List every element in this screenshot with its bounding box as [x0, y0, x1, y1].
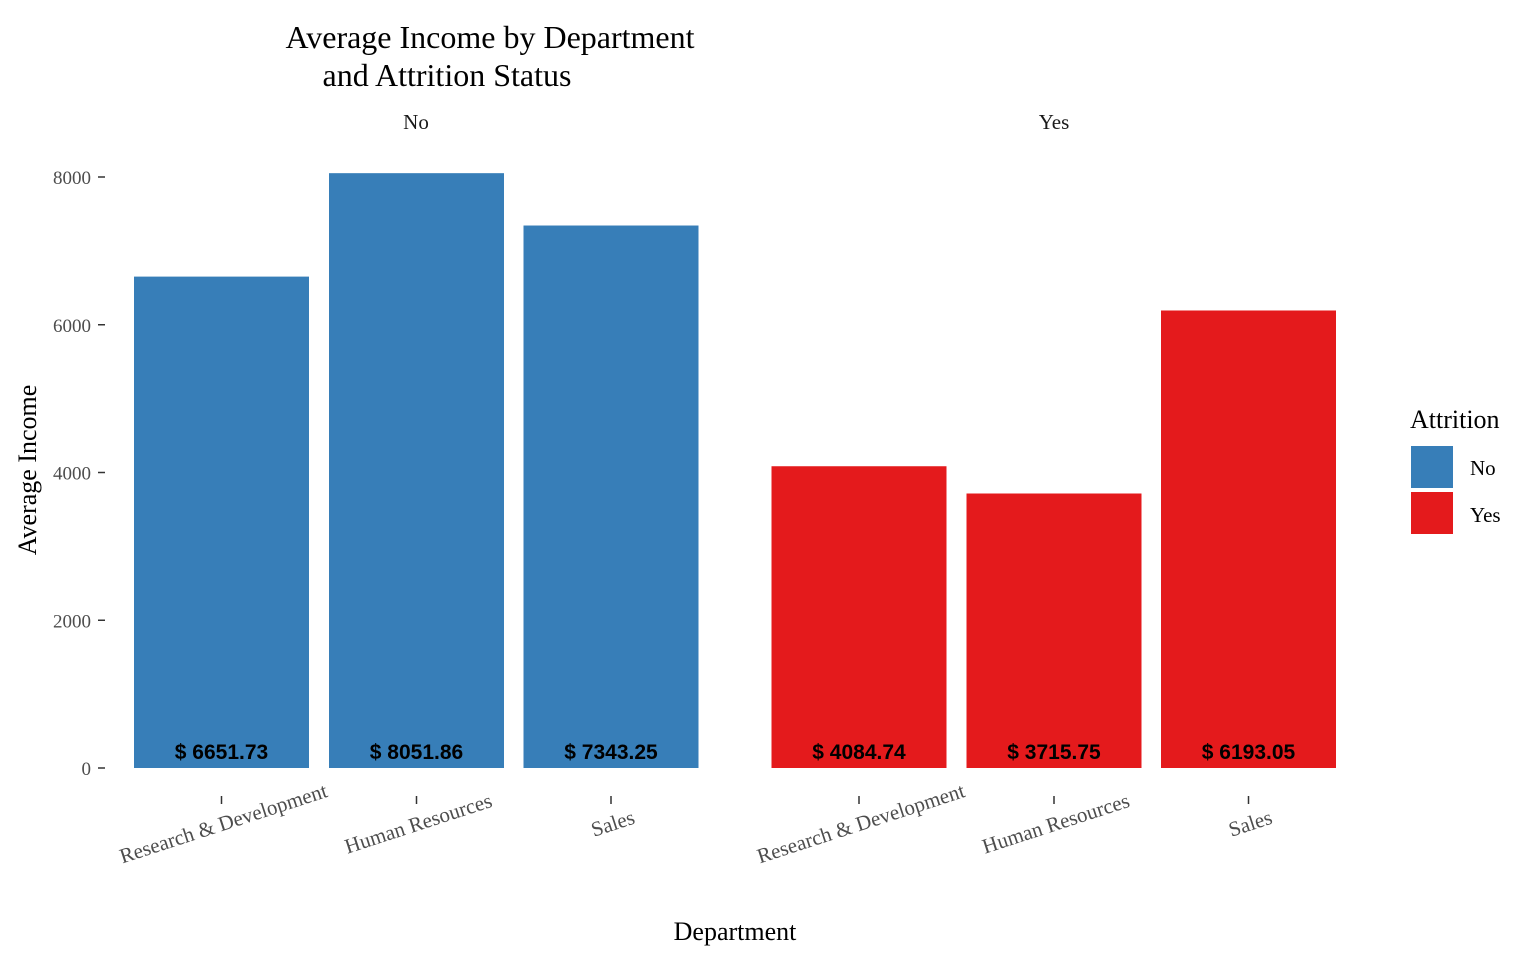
x-tick-label: Sales — [588, 805, 638, 842]
facet-strip-label: Yes — [1039, 110, 1070, 134]
x-tick-label: Human Resources — [979, 788, 1132, 858]
x-axis-title: Department — [674, 917, 798, 946]
y-tick-label: 6000 — [53, 316, 91, 337]
bar-value-label: $ 3715.75 — [1007, 741, 1101, 764]
y-axis-title: Average Income — [13, 385, 42, 556]
x-tick-label: Research & Development — [116, 778, 330, 868]
x-tick-label: Research & Development — [754, 778, 968, 868]
legend-swatch-no — [1411, 446, 1453, 488]
bar — [966, 493, 1142, 768]
bar — [771, 466, 947, 768]
chart-title-line-2: and Attrition Status — [323, 57, 572, 93]
bar-value-label: $ 7343.25 — [564, 741, 658, 764]
facet-strip-label: No — [403, 110, 429, 134]
bar-value-label: $ 6651.73 — [175, 741, 268, 764]
bar-value-label: $ 8051.86 — [370, 741, 463, 764]
x-tick-label: Human Resources — [342, 788, 495, 858]
facet-no: No $ 6651.73 Research & Development $ 8051.… — [116, 110, 699, 868]
legend-title: Attrition — [1410, 405, 1500, 434]
bar-value-label: $ 6193.05 — [1202, 741, 1296, 764]
x-tick-label: Sales — [1226, 805, 1276, 842]
chart-title-line-1: Average Income by Department — [286, 19, 695, 55]
bar — [329, 173, 504, 769]
bar — [1161, 310, 1336, 768]
legend-label-yes: Yes — [1470, 503, 1501, 527]
facets: No $ 6651.73 Research & Development $ 8051.… — [116, 110, 1336, 868]
y-tick-label: 2000 — [53, 611, 91, 632]
bar — [134, 276, 309, 768]
legend-label-no: No — [1470, 456, 1496, 480]
legend-swatch-yes — [1411, 492, 1453, 534]
facet-yes: Yes $ 4084.74 Research & Development $ 3715… — [754, 110, 1336, 868]
y-tick-label: 4000 — [53, 464, 91, 485]
bar-value-label: $ 4084.74 — [812, 741, 906, 764]
y-tick-label: 0 — [82, 759, 92, 780]
legend: Attrition No Yes — [1410, 405, 1501, 534]
y-axis: 0 2000 4000 6000 8000 — [53, 168, 105, 780]
bar — [523, 225, 699, 769]
y-tick-label: 8000 — [53, 168, 91, 189]
